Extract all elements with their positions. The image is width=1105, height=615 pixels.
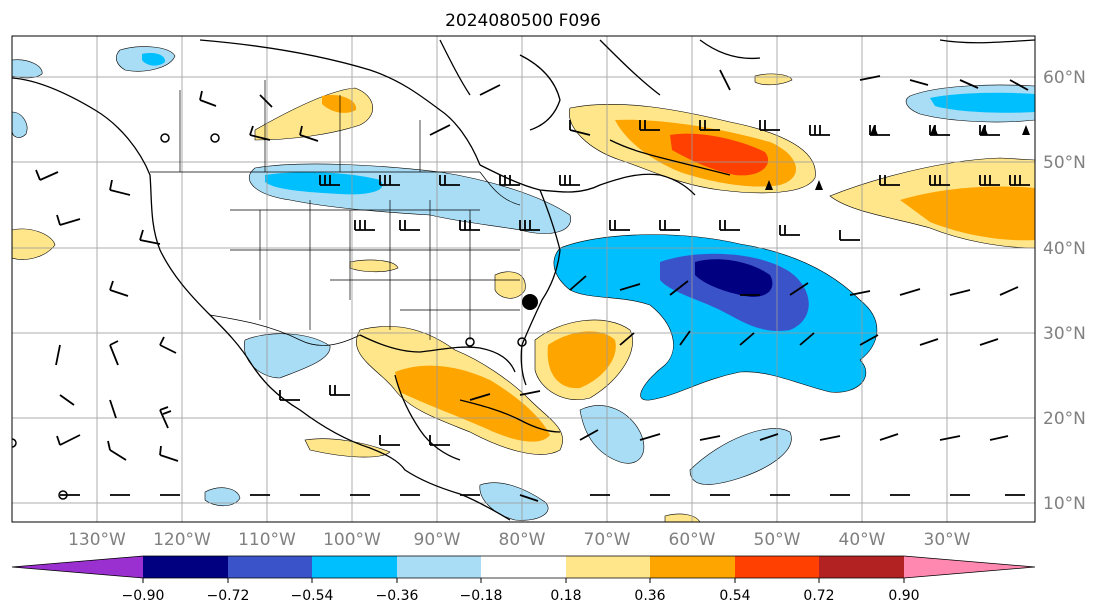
lon-label: 100°W [323, 530, 381, 550]
positive-anomaly-east-pacific [304, 438, 391, 458]
positive-anomaly-west-edge [12, 228, 56, 260]
lat-label: 40°N [1043, 239, 1086, 259]
lon-label: 40°W [839, 530, 886, 550]
positive-anomaly-labrador-max [670, 133, 769, 176]
colorbar-swatch-8 [735, 556, 819, 578]
latitude-axis: 60°N 50°N 40°N 30°N 20°N 10°N [1043, 68, 1086, 514]
negative-anomaly-tropical-atlantic [689, 428, 792, 485]
lon-label: 60°W [669, 530, 716, 550]
colorbar-tick-label: 0.54 [719, 588, 750, 604]
negative-anomaly-north-atlantic-core [930, 92, 1035, 113]
lon-label: 120°W [153, 530, 211, 550]
map-panel [11, 35, 1036, 523]
anomaly-shading [12, 46, 1035, 522]
colorbar-swatch-1 [143, 556, 228, 578]
colorbar-tick-label: −0.54 [291, 588, 334, 604]
colorbar-swatch-5 [481, 556, 566, 578]
figure-title: 2024080500 F096 [445, 11, 601, 31]
colorbar-tick-label: 0.36 [634, 588, 665, 604]
colorbar-swatch-10 [904, 556, 1035, 578]
colorbar-swatch-2 [228, 556, 312, 578]
political-borders [150, 80, 521, 346]
colorbar-tick-label: −0.18 [460, 588, 503, 604]
colorbar-swatch-7 [650, 556, 735, 578]
colorbar-swatch-3 [312, 556, 397, 578]
colorbar: −0.90 −0.72 −0.54 −0.36 −0.18 0.18 0.36 … [11, 555, 1036, 604]
storm-position-marker [522, 294, 538, 310]
colorbar-tick-label: 0.72 [803, 588, 834, 604]
colorbar-tick-label: 0.90 [888, 588, 919, 604]
wind-barbs [35, 69, 1030, 502]
graticule [12, 36, 1035, 522]
longitude-axis: 130°W 120°W 110°W 100°W 90°W 80°W 70°W 6… [68, 530, 971, 550]
negative-anomaly-alaska-core [142, 52, 166, 66]
negative-anomaly-south [479, 482, 549, 521]
lon-label: 70°W [584, 530, 631, 550]
colorbar-swatch-0 [12, 556, 143, 578]
lon-label: 90°W [414, 530, 461, 550]
positive-anomaly-bahamas-core [547, 331, 616, 389]
positive-anomaly-south-edge [664, 513, 701, 522]
negative-anomaly-canada-core [265, 172, 383, 195]
colorbar-swatch-9 [819, 556, 904, 578]
calm-wind-circles [12, 133, 527, 500]
colorbar-tick-labels: −0.90 −0.72 −0.54 −0.36 −0.18 0.18 0.36 … [122, 588, 920, 604]
positive-anomaly-southeast [494, 271, 526, 299]
map-frame [11, 35, 1036, 523]
colorbar-tick-label: −0.72 [207, 588, 250, 604]
lat-label: 50°N [1043, 153, 1086, 173]
colorbar-tick-label: −0.90 [122, 588, 165, 604]
positive-anomaly-mid-atlantic-core [900, 186, 1035, 241]
lon-label: 30°W [924, 530, 971, 550]
colorbar-swatch-6 [566, 556, 650, 578]
colorbar-tick-label: −0.36 [376, 588, 419, 604]
colorbar-swatch-4 [397, 556, 481, 578]
lon-label: 110°W [238, 530, 296, 550]
colorbar-ticks [142, 578, 905, 583]
lon-label: 80°W [499, 530, 546, 550]
lon-label: 130°W [68, 530, 126, 550]
wind-barb-pennants [765, 125, 1030, 190]
positive-anomaly-plains [349, 259, 399, 273]
negative-anomaly-west-2 [12, 111, 28, 138]
colorbar-tick-label: 0.18 [550, 588, 581, 604]
positive-anomaly-hudson-core [322, 94, 357, 113]
negative-anomaly-caribbean [579, 405, 645, 464]
coastlines [12, 39, 1035, 521]
lon-label: 50°W [754, 530, 801, 550]
lat-label: 60°N [1043, 68, 1086, 88]
lat-label: 30°N [1043, 324, 1086, 344]
negative-anomaly-east-pacific [204, 487, 241, 507]
lat-label: 20°N [1043, 409, 1086, 429]
lat-label: 10°N [1043, 494, 1086, 514]
negative-anomaly-max [695, 259, 773, 297]
